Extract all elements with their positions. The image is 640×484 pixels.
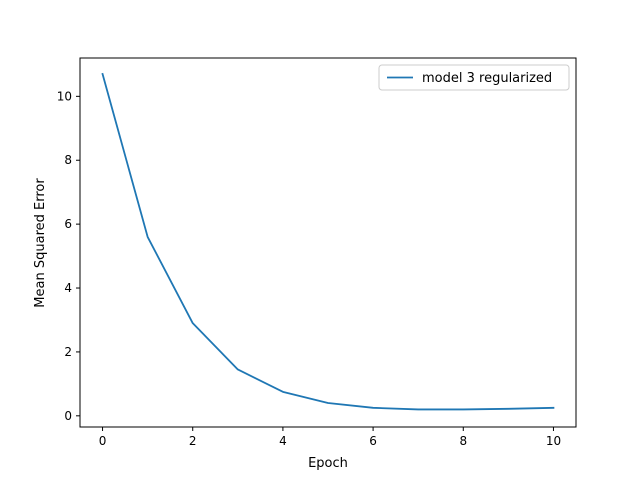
x-tick-label: 4 (279, 434, 287, 448)
y-tick-label: 6 (64, 217, 72, 231)
x-tick-label: 6 (369, 434, 377, 448)
series-layer (101, 72, 555, 411)
y-tick-label: 10 (57, 89, 72, 103)
y-tick-label: 0 (64, 409, 72, 423)
x-tick-label: 8 (459, 434, 467, 448)
series-line (101, 72, 555, 411)
legend-box (378, 64, 570, 91)
plot-frame (79, 57, 577, 428)
x-tick-label: 10 (546, 434, 561, 448)
y-tick-label: 8 (64, 153, 72, 167)
x-tick-label: 2 (189, 434, 197, 448)
y-axis-label: Mean Squared Error (33, 178, 48, 308)
legend-label: model 3 regularized (422, 71, 552, 86)
legend: model 3 regularized (378, 64, 570, 91)
plot-background (80, 58, 576, 427)
y-tick-label: 2 (64, 345, 72, 359)
y-axis-ticks: 0 2 4 6 8 10 (57, 89, 80, 423)
x-axis-label: Epoch (308, 456, 348, 471)
x-axis-ticks: 0 2 4 6 8 10 (99, 427, 561, 448)
y-tick-label: 4 (64, 281, 72, 295)
x-tick-label: 0 (99, 434, 107, 448)
